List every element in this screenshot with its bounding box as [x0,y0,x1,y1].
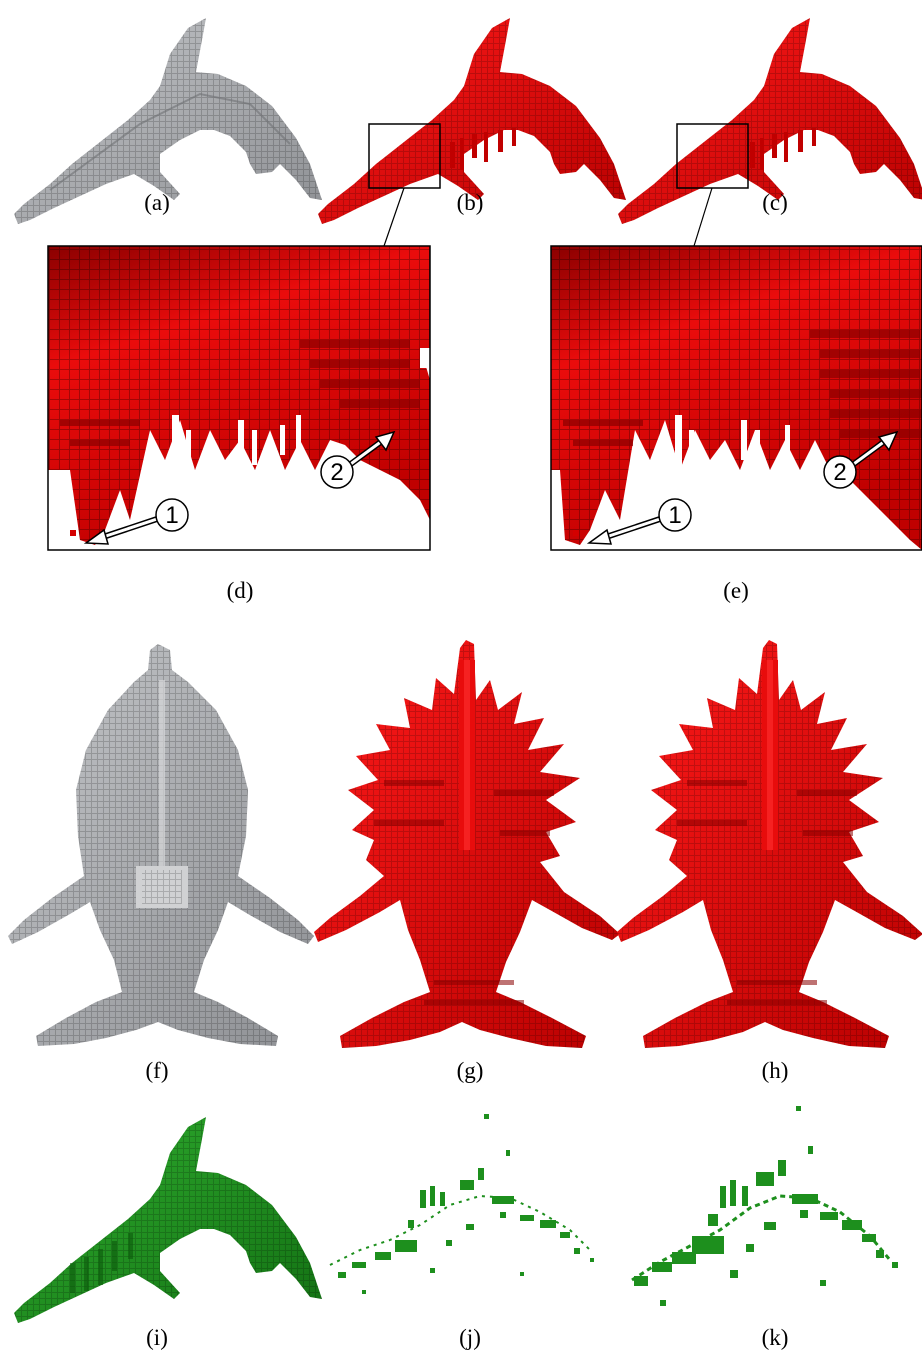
panel-e-zoom-detail: 1 2 [550,245,922,551]
marker-2-arrow [346,430,396,469]
caption-i: (i) [146,1325,168,1350]
panel-c-red-dolphin-side [618,18,922,224]
marker-1: 1 [658,498,692,532]
marker-1: 1 [155,498,189,532]
caption-g: (g) [457,1058,484,1083]
panel-d-zoom-detail: 1 2 [47,245,431,551]
panel-i-green-dolphin-side [14,1117,322,1323]
panel-f-gray-dolphin-front [8,644,314,1046]
zoom-box-b [368,123,441,189]
marker-2: 2 [823,455,857,489]
caption-k: (k) [762,1325,789,1350]
svg-text:1: 1 [668,502,681,529]
caption-d: (d) [227,578,254,603]
caption-e: (e) [723,578,749,603]
panel-j-green-sparse-voxels [329,1114,594,1294]
panel-g-red-dolphin-front [314,640,620,1048]
panel-b-red-dolphin-side [318,18,626,224]
marker-2-arrow [849,430,899,469]
panel-h-red-dolphin-front [617,640,922,1048]
zoom-box-c [676,123,749,189]
marker-2: 2 [320,455,354,489]
svg-text:2: 2 [833,459,846,486]
caption-a: (a) [144,190,170,215]
panel-a-gray-dolphin-side [14,18,322,224]
caption-j: (j) [459,1325,481,1350]
caption-h: (h) [762,1058,789,1083]
marker-1-arrow [83,514,164,545]
svg-text:2: 2 [330,459,343,486]
marker-1-arrow [586,514,667,545]
caption-b: (b) [457,190,484,215]
caption-c: (c) [762,190,788,215]
svg-text:1: 1 [165,502,178,529]
caption-f: (f) [146,1058,169,1083]
connector-line-c-e [693,187,713,247]
panel-k-green-sparse-voxels [631,1106,898,1306]
connector-line-b-d [383,187,405,247]
